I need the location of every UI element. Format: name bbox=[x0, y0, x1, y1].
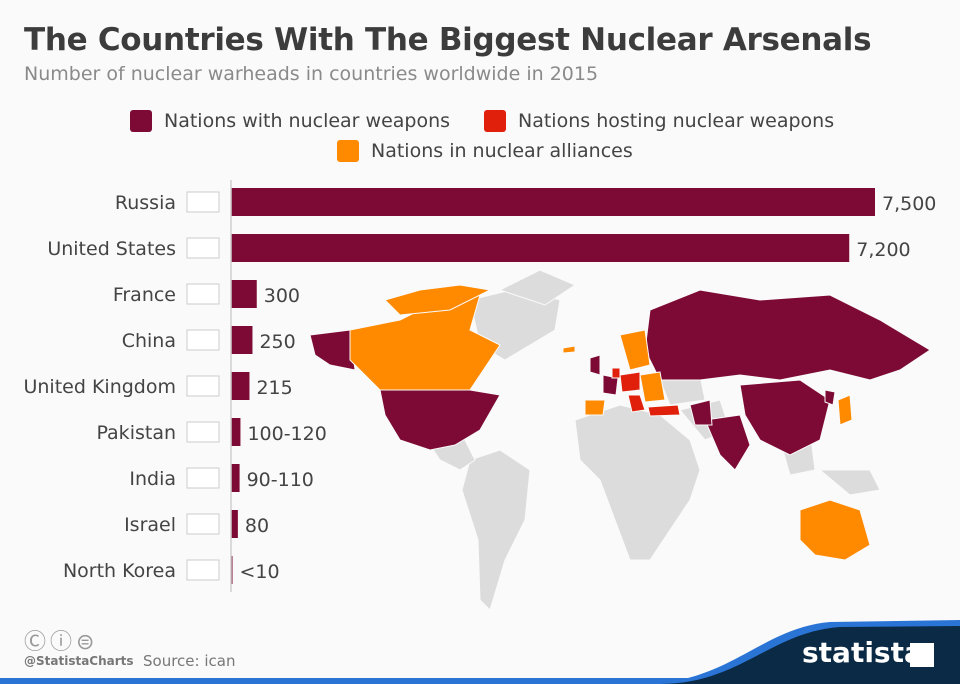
category-label: North Korea bbox=[63, 560, 176, 582]
israel-flag-icon bbox=[186, 513, 220, 535]
value-label: 90-110 bbox=[247, 469, 314, 491]
value-label: <10 bbox=[240, 561, 280, 583]
bar bbox=[231, 280, 257, 308]
usa-flag-icon bbox=[186, 237, 220, 259]
legend-item-alliance: Nations in nuclear alliances bbox=[337, 140, 633, 162]
legend-swatch bbox=[130, 110, 152, 132]
bar bbox=[231, 510, 238, 538]
legend-swatch bbox=[337, 140, 359, 162]
category-label: Russia bbox=[115, 192, 176, 214]
map-hosting-nations bbox=[611, 367, 681, 417]
russia-flag-icon bbox=[186, 191, 220, 213]
category-label: Pakistan bbox=[96, 422, 176, 444]
legend-swatch bbox=[484, 110, 506, 132]
value-label: 215 bbox=[256, 377, 292, 399]
bar-series: Russia 7,500 United States 7,200 France 300 Ch… bbox=[23, 188, 936, 584]
category-label: India bbox=[129, 468, 176, 490]
france-flag-icon bbox=[186, 283, 220, 305]
chart-title: The Countries With The Biggest Nuclear A… bbox=[24, 22, 872, 58]
uk-flag-icon bbox=[186, 375, 220, 397]
map-alliance-nations bbox=[349, 284, 871, 561]
india-flag-icon bbox=[186, 467, 220, 489]
bar bbox=[231, 372, 250, 400]
statista-logo-icon bbox=[910, 643, 934, 667]
map-nuclear-nations bbox=[309, 289, 931, 471]
bar bbox=[231, 188, 875, 216]
north-korea-flag-icon bbox=[186, 559, 220, 581]
bar bbox=[231, 418, 241, 446]
category-label: United States bbox=[47, 238, 176, 260]
cc-license-icons[interactable]: Ⓒⓘ⊜ bbox=[24, 630, 99, 655]
category-label: United Kingdom bbox=[23, 376, 176, 398]
value-label: 100-120 bbox=[247, 423, 326, 445]
statista-logo[interactable]: statista bbox=[802, 636, 923, 669]
bar bbox=[231, 464, 240, 492]
value-label: 250 bbox=[259, 331, 295, 353]
legend-label: Nations in nuclear alliances bbox=[371, 140, 633, 162]
legend-item-hosting: Nations hosting nuclear weapons bbox=[484, 110, 834, 132]
pakistan-flag-icon bbox=[186, 421, 220, 443]
china-flag-icon bbox=[186, 329, 220, 351]
category-label: China bbox=[122, 330, 176, 352]
legend-item-nuclear: Nations with nuclear weapons bbox=[130, 110, 450, 132]
category-label: France bbox=[113, 284, 176, 306]
category-label: Israel bbox=[124, 514, 176, 536]
footer-source: Source: ican bbox=[143, 652, 236, 670]
value-label: 80 bbox=[245, 515, 269, 537]
value-label: 7,200 bbox=[856, 239, 910, 261]
bar bbox=[231, 234, 850, 262]
value-label: 300 bbox=[264, 285, 300, 307]
legend-label: Nations hosting nuclear weapons bbox=[518, 110, 835, 132]
map-land-other bbox=[419, 269, 881, 611]
bar bbox=[231, 326, 253, 354]
value-label: 7,500 bbox=[882, 193, 936, 215]
footer-handle[interactable]: @StatistaCharts bbox=[24, 654, 134, 668]
chart-subtitle: Number of nuclear warheads in countries … bbox=[24, 63, 599, 85]
legend-label: Nations with nuclear weapons bbox=[164, 110, 451, 132]
